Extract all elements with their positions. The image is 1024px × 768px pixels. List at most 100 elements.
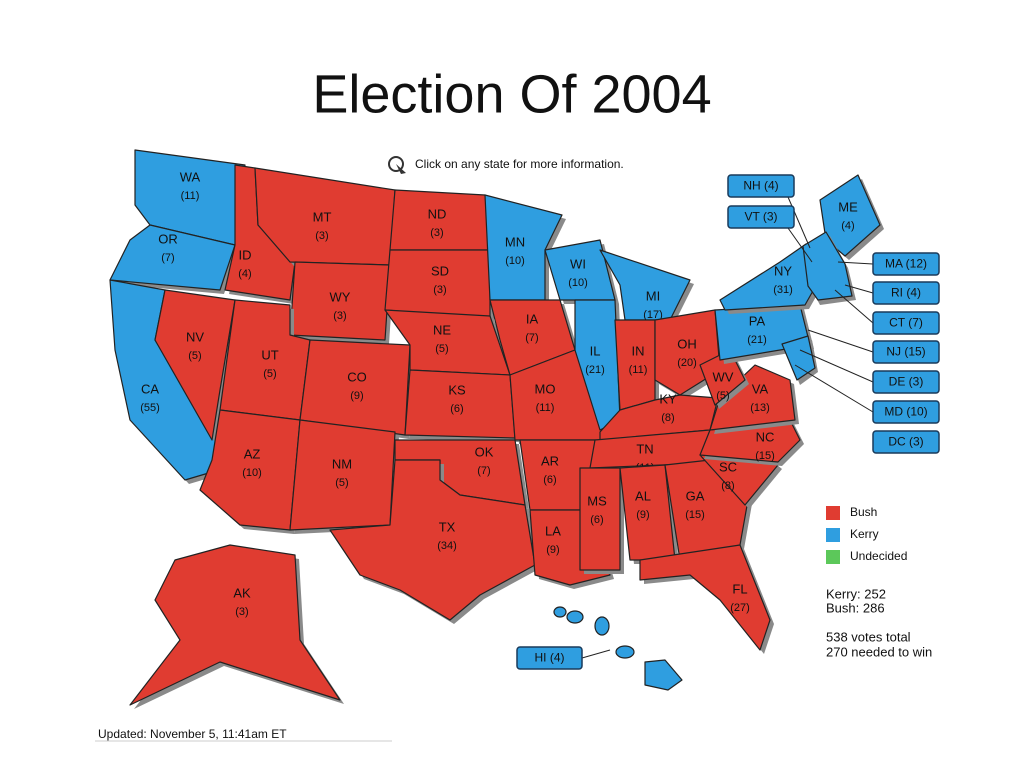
legend: Bush Kerry Undecided — [826, 505, 907, 564]
state[interactable]: ID (4) — [224, 164, 299, 304]
callout[interactable]: HI (4) — [516, 646, 611, 670]
state[interactable]: NV (5) — [154, 289, 239, 444]
state[interactable]: MT (3) — [254, 167, 399, 269]
callout[interactable]: DC (3) — [872, 430, 940, 454]
callout-box — [872, 370, 940, 394]
state-abbr: NC — [756, 429, 775, 444]
state-votes: (17) — [643, 309, 663, 321]
state-abbr: FL — [732, 581, 747, 596]
callout[interactable]: CT (7) — [834, 289, 940, 335]
state[interactable]: NM (5) — [289, 419, 399, 534]
callouts: NH (4) VT (3) MA (12) RI (4) CT (7) NJ (15) DE… — [516, 174, 940, 670]
state-votes: (7) — [161, 252, 174, 264]
state-abbr: IL — [590, 343, 601, 358]
state-abbr: OH — [677, 336, 697, 351]
state[interactable]: MS (6) — [579, 467, 624, 574]
state-votes: (7) — [477, 465, 490, 477]
state-votes: (6) — [590, 514, 603, 526]
state-abbr: TN — [636, 441, 653, 456]
state-votes: (13) — [750, 402, 770, 414]
state[interactable]: AK (3) — [129, 544, 344, 709]
state[interactable]: WY (3) — [289, 261, 394, 344]
state-shape — [579, 467, 621, 571]
state[interactable]: CO (9) — [299, 339, 414, 439]
state-votes: (5) — [263, 368, 276, 380]
callout-label: HI (4) — [535, 651, 565, 665]
callout[interactable]: DE (3) — [799, 349, 940, 394]
state-votes: (6) — [450, 403, 463, 415]
callout-label: RI (4) — [891, 286, 921, 300]
state-shape — [129, 544, 341, 706]
callout[interactable]: RI (4) — [844, 281, 940, 305]
callout-label: DE (3) — [889, 375, 924, 389]
state-votes: (5) — [188, 350, 201, 362]
state-shape — [329, 459, 536, 621]
state-votes: (3) — [430, 227, 443, 239]
callout-leader — [844, 284, 874, 294]
state[interactable]: KS (6) — [404, 369, 519, 442]
state-abbr: NE — [433, 322, 451, 337]
state-abbr: OR — [158, 231, 178, 246]
state[interactable]: UT (5) — [219, 299, 314, 424]
state[interactable]: WI (10) — [544, 239, 619, 304]
state[interactable]: OR (7) — [109, 224, 239, 294]
state-shape — [709, 364, 796, 431]
state[interactable]: VA (13) — [709, 364, 799, 434]
state-abbr: WI — [570, 256, 586, 271]
state-votes: (27) — [730, 602, 750, 614]
state[interactable]: CA (55) — [109, 279, 229, 484]
state[interactable]: MO (11) — [509, 349, 609, 444]
state-votes: (5) — [435, 343, 448, 355]
state-votes: (5) — [335, 477, 348, 489]
callout[interactable]: NH (4) — [727, 174, 811, 249]
state-abbr: MI — [646, 288, 660, 303]
legend-label: Undecided — [850, 549, 907, 563]
state-votes: (3) — [333, 310, 346, 322]
callout[interactable]: NJ (15) — [807, 329, 940, 364]
state-votes: (21) — [747, 334, 767, 346]
state-abbr: SC — [719, 459, 737, 474]
callout-leader — [794, 364, 874, 413]
state[interactable]: SD (3) — [384, 249, 494, 322]
state-shape — [289, 419, 396, 531]
state[interactable]: IN (11) — [614, 319, 659, 414]
state-abbr: UT — [261, 347, 278, 362]
state-votes: (55) — [140, 402, 160, 414]
legend-label: Kerry — [850, 527, 879, 541]
state[interactable]: FL (27) — [639, 544, 774, 654]
total-line: 538 votes total — [826, 629, 911, 644]
state[interactable]: ND (3) — [389, 189, 494, 254]
state[interactable]: MN (10) — [484, 194, 566, 304]
state[interactable]: ME (4) — [819, 174, 884, 260]
state[interactable]: NE (5) — [384, 309, 514, 379]
callout-leader — [799, 349, 874, 383]
state-abbr: OK — [475, 444, 494, 459]
instruction-text: Click on any state for more information. — [415, 157, 624, 171]
state-abbr: AZ — [244, 446, 261, 461]
state-votes: (9) — [636, 509, 649, 521]
state-votes: (5) — [716, 390, 729, 402]
state[interactable]: WV (5) — [699, 349, 749, 409]
callout-label: CT (7) — [889, 316, 923, 330]
state[interactable]: AL (9) — [619, 464, 679, 564]
slide-title: Election Of 2004 — [312, 64, 711, 124]
callout[interactable]: MD (10) — [794, 364, 940, 424]
callout-box — [516, 646, 583, 670]
state-shape — [109, 224, 236, 291]
state-shape — [639, 544, 771, 651]
legend-label: Bush — [850, 505, 877, 519]
state[interactable]: NY (31) — [719, 243, 822, 314]
state-abbr: MO — [535, 381, 556, 396]
callout-box — [727, 205, 795, 229]
callout[interactable]: VT (3) — [727, 205, 813, 263]
callout-label: VT (3) — [744, 210, 777, 224]
state-abbr: ND — [428, 206, 447, 221]
callout-leader — [787, 227, 813, 263]
callout-label: NH (4) — [743, 179, 778, 193]
state[interactable]: TX (34) — [329, 459, 539, 624]
state-abbr: NY — [774, 263, 792, 278]
state[interactable]: MI (17) — [599, 249, 694, 324]
callout[interactable]: MA (12) — [837, 252, 940, 276]
callout-label: NJ (15) — [886, 345, 925, 359]
state-votes: (34) — [437, 540, 457, 552]
